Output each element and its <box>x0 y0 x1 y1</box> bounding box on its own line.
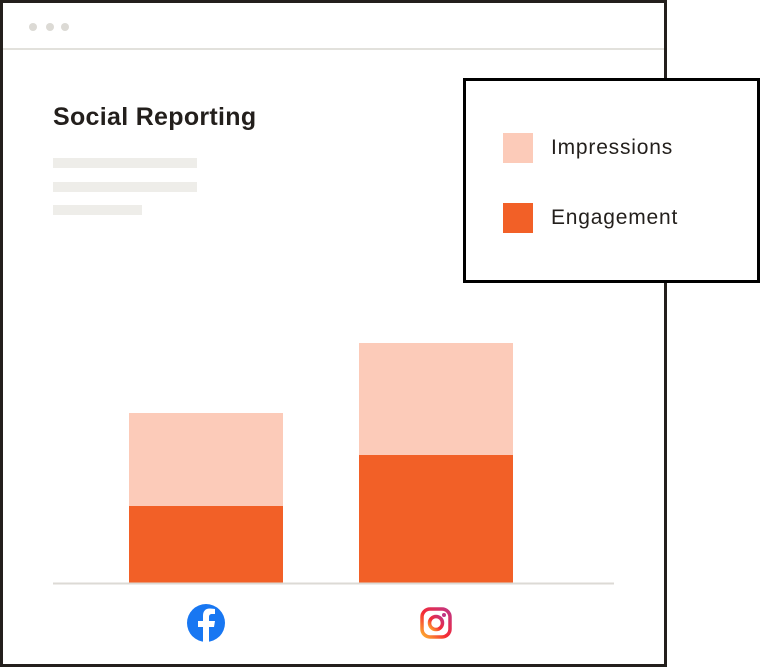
bar-facebook-engagement <box>129 506 283 583</box>
window-dot-icon[interactable] <box>46 23 54 31</box>
legend-swatch <box>503 203 533 233</box>
page-title: Social Reporting <box>53 103 257 131</box>
bar-instagram-engagement <box>359 455 513 583</box>
bar-instagram-impressions <box>359 343 513 455</box>
placeholder-text-line <box>53 158 197 168</box>
window-dot-icon[interactable] <box>61 23 69 31</box>
legend-label: Engagement <box>551 206 679 229</box>
placeholder-text-line <box>53 205 142 215</box>
instagram-icon <box>420 607 452 639</box>
bar-facebook-impressions <box>129 413 283 506</box>
legend-item-impressions: Impressions <box>503 133 673 163</box>
chart-legend: Impressions Engagement <box>463 78 760 283</box>
legend-label: Impressions <box>551 136 674 159</box>
legend-item-engagement: Engagement <box>503 203 678 233</box>
facebook-icon <box>187 604 225 642</box>
window-dot-icon[interactable] <box>29 23 37 31</box>
placeholder-text-line <box>53 182 197 192</box>
title-bar <box>3 3 664 50</box>
legend-swatch <box>503 133 533 163</box>
